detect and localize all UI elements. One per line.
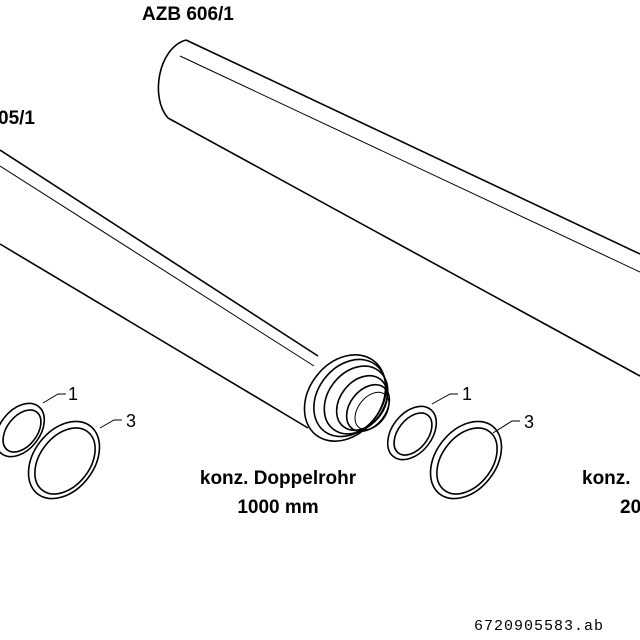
callout-3-right: 3 [524,412,534,432]
left-pipe [0,149,319,429]
seal-ring-3-left [27,420,101,500]
pipe-socket-end [303,354,391,442]
drawing-code: 6720905583.ab [474,618,604,635]
label-azb-606: AZB 606/1 [142,4,234,25]
label-azb-605-partial: 05/1 [0,108,35,129]
seal-ring-1-right [386,405,438,461]
pipe-name-line2: 1000 mm [237,497,318,518]
callout-1-right: 1 [462,384,472,404]
pipe-name-right-partial-line2: 20 [620,497,640,518]
callout-leaders [42,393,520,434]
seal-ring-1-left [0,402,46,458]
pipe-name-line1: konz. Doppelrohr [200,468,357,489]
callout-3-left: 3 [126,411,136,431]
seal-ring-3-right [429,420,503,500]
callout-1-left: 1 [68,384,78,404]
pipe-name-right-partial-line1: konz. [582,468,631,489]
upper-pipe [157,39,640,377]
